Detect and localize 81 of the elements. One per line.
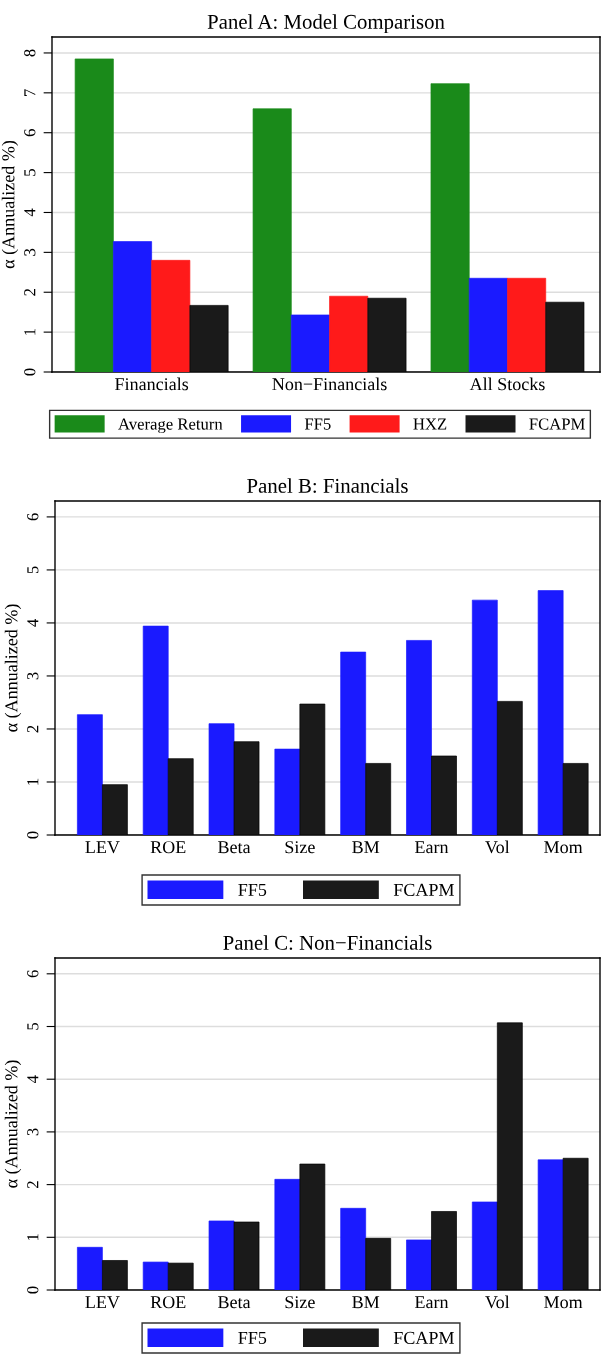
legend-label: FF5 bbox=[238, 1331, 267, 1344]
legend-label: FCAPM bbox=[529, 418, 585, 430]
legend-label: FCAPM bbox=[393, 1331, 454, 1344]
y-tick-label: 2 bbox=[27, 725, 39, 733]
y-tick-label: 2 bbox=[27, 1181, 39, 1189]
chart-title: Panel B: Financials bbox=[247, 478, 408, 493]
y-axis-title: α (Annualized %) bbox=[4, 604, 22, 732]
bar bbox=[430, 83, 470, 372]
bar bbox=[142, 625, 169, 835]
x-tick-label: Mom bbox=[544, 841, 583, 854]
bar bbox=[77, 714, 103, 835]
bar bbox=[151, 259, 191, 372]
x-tick-label: Beta bbox=[218, 841, 251, 854]
x-tick-label: Vol bbox=[485, 840, 510, 854]
bar bbox=[340, 1207, 367, 1290]
bar bbox=[252, 108, 292, 372]
y-tick-label: 3 bbox=[27, 1128, 39, 1136]
bar bbox=[340, 651, 367, 835]
y-tick-label: 0 bbox=[27, 1286, 39, 1294]
y-tick-label: 1 bbox=[27, 1234, 39, 1240]
bar bbox=[274, 1178, 301, 1290]
y-tick-label: 4 bbox=[27, 1075, 39, 1084]
bar bbox=[274, 748, 301, 835]
y-tick-label: 2 bbox=[24, 288, 36, 296]
y-tick-label: 6 bbox=[27, 513, 39, 521]
bar bbox=[471, 599, 498, 835]
bar bbox=[113, 241, 152, 372]
bar bbox=[537, 1159, 564, 1290]
x-tick-label: Beta bbox=[218, 1296, 251, 1309]
x-tick-label: Earn bbox=[414, 841, 449, 854]
x-tick-label: ROE bbox=[150, 1296, 186, 1309]
y-tick-label: 0 bbox=[24, 368, 36, 376]
x-tick-label: Size bbox=[285, 841, 315, 854]
bar bbox=[537, 590, 564, 835]
y-tick-label: 1 bbox=[24, 328, 36, 335]
y-axis-title: α (Annualized %) bbox=[1, 140, 19, 269]
chart-title: Panel A: Model Comparison bbox=[207, 14, 445, 34]
legend-label: FF5 bbox=[238, 883, 267, 896]
x-tick-label: BM bbox=[352, 841, 380, 854]
bar bbox=[507, 277, 547, 372]
bar bbox=[406, 640, 432, 835]
legend-label: FF5 bbox=[304, 418, 331, 430]
bar bbox=[208, 1220, 235, 1290]
bar bbox=[208, 723, 235, 835]
x-tick-label: Earn bbox=[414, 1296, 449, 1309]
legend-label: Average Return bbox=[118, 418, 223, 434]
y-tick-label: 6 bbox=[24, 129, 36, 137]
bar bbox=[142, 1261, 169, 1290]
y-tick-label: 4 bbox=[24, 208, 36, 217]
y-tick-label: 4 bbox=[27, 619, 39, 627]
x-tick-label: BM bbox=[352, 1296, 380, 1309]
bar bbox=[290, 314, 330, 372]
bar bbox=[77, 1246, 103, 1290]
bar bbox=[406, 1239, 432, 1290]
y-tick-label: 7 bbox=[24, 89, 36, 96]
x-tick-label: Mom bbox=[544, 1296, 583, 1309]
y-tick-label: 3 bbox=[27, 672, 39, 680]
y-tick-label: 3 bbox=[24, 248, 36, 256]
bar bbox=[468, 277, 508, 372]
legend-label: FCAPM bbox=[393, 883, 454, 896]
y-tick-label: 1 bbox=[27, 778, 39, 785]
x-tick-label: ROE bbox=[150, 841, 186, 854]
x-tick-label: Vol bbox=[485, 1295, 510, 1309]
y-tick-label: 5 bbox=[27, 566, 39, 574]
y-tick-label: 8 bbox=[24, 49, 36, 57]
x-tick-label: Non−Financials bbox=[272, 377, 387, 391]
x-tick-label: All Stocks bbox=[469, 377, 545, 391]
x-tick-label: Size bbox=[285, 1296, 315, 1309]
y-tick-label: 5 bbox=[24, 169, 36, 176]
y-tick-label: 0 bbox=[27, 831, 39, 839]
legend-label: HXZ bbox=[413, 418, 447, 430]
chart-title: Panel C: Non−Financials bbox=[223, 935, 432, 950]
y-tick-label: 5 bbox=[27, 1022, 39, 1030]
y-tick-label: 6 bbox=[27, 970, 39, 978]
y-axis-title: α (Annualized %) bbox=[4, 1060, 22, 1188]
x-tick-label: LEV bbox=[85, 841, 120, 854]
bar bbox=[471, 1201, 498, 1290]
x-tick-label: Financials bbox=[115, 377, 189, 391]
bar bbox=[74, 58, 114, 372]
x-tick-label: LEV bbox=[85, 1296, 120, 1309]
bar bbox=[329, 295, 369, 372]
